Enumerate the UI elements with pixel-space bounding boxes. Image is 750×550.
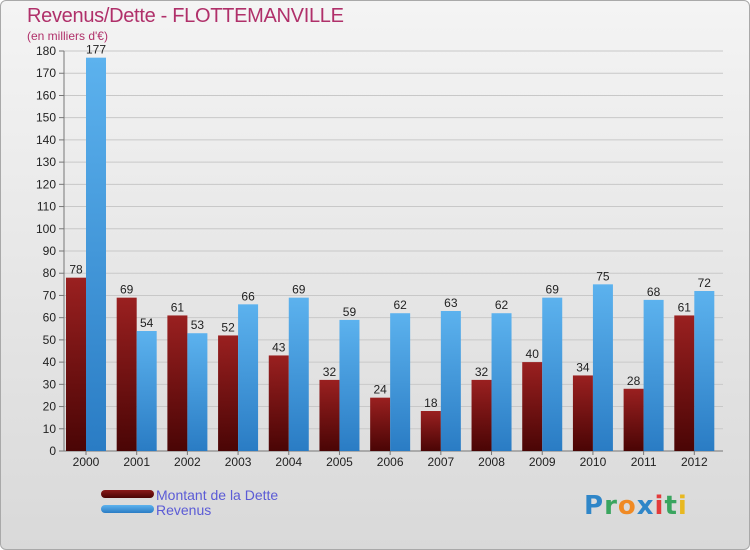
- y-tick-label: 90: [43, 244, 57, 258]
- x-tick-label: 2005: [326, 455, 353, 469]
- x-tick-label: 2006: [377, 455, 404, 469]
- bar-dette: [370, 397, 391, 451]
- data-label-revenus: 68: [647, 285, 661, 299]
- legend-label-revenus: Revenus: [156, 502, 212, 518]
- bar-dette: [522, 362, 543, 451]
- x-tick-label: 2011: [631, 455, 657, 469]
- data-label-dette: 52: [221, 320, 235, 334]
- y-tick-label: 20: [43, 400, 57, 414]
- y-tick-label: 110: [37, 200, 56, 214]
- bar-revenus: [390, 313, 411, 451]
- y-tick-label: 70: [43, 288, 57, 302]
- data-label-revenus: 59: [343, 305, 357, 319]
- data-label-revenus: 75: [596, 269, 610, 283]
- chart-title: Revenus/Dette - FLOTTEMANVILLE: [27, 5, 344, 27]
- data-label-dette: 34: [576, 360, 590, 374]
- bar-dette: [674, 315, 695, 451]
- x-tick-label: 2004: [275, 455, 302, 469]
- x-tick-label: 2010: [580, 455, 607, 469]
- bar-revenus: [187, 333, 208, 451]
- x-tick-label: 2008: [478, 455, 505, 469]
- bar-dette: [66, 277, 86, 451]
- y-tick-label: 10: [43, 422, 57, 436]
- data-label-revenus: 69: [546, 283, 560, 297]
- x-tick-label: 2002: [174, 455, 201, 469]
- proxiti-logo: Proxiti: [584, 491, 688, 521]
- bar-dette: [218, 335, 239, 451]
- y-tick-label: 50: [43, 333, 57, 347]
- y-tick-label: 60: [43, 311, 57, 325]
- x-tick-label: 2007: [427, 455, 454, 469]
- chart-subtitle: (en milliers d'€): [27, 29, 108, 43]
- x-tick-label: 2012: [681, 455, 708, 469]
- bar-revenus: [86, 57, 106, 452]
- data-label-revenus: 66: [241, 289, 255, 303]
- y-tick-label: 0: [49, 444, 56, 458]
- y-tick-label: 180: [36, 44, 56, 58]
- y-tick-label: 150: [36, 111, 56, 125]
- data-label-dette: 32: [475, 365, 489, 379]
- data-label-revenus: 62: [495, 298, 509, 312]
- bar-revenus: [440, 311, 461, 451]
- legend-swatch-dette: [101, 490, 154, 498]
- bar-revenus: [136, 331, 157, 451]
- data-label-revenus: 63: [444, 296, 458, 310]
- data-label-dette: 61: [678, 300, 692, 314]
- y-tick-label: 130: [36, 155, 56, 169]
- x-tick-label: 2000: [73, 455, 100, 469]
- bar-dette: [420, 411, 441, 451]
- data-label-dette: 78: [69, 263, 83, 277]
- data-label-dette: 43: [272, 340, 286, 354]
- y-tick-label: 40: [43, 355, 57, 369]
- bar-dette: [319, 379, 340, 451]
- data-label-dette: 61: [171, 300, 185, 314]
- bar-revenus: [491, 313, 512, 451]
- bar-revenus: [542, 297, 563, 451]
- y-tick-label: 30: [43, 377, 57, 391]
- y-tick-label: 170: [36, 66, 56, 80]
- data-label-revenus: 53: [191, 318, 205, 332]
- bar-dette: [471, 379, 492, 451]
- bar-dette: [268, 355, 289, 451]
- bar-dette: [116, 297, 137, 451]
- bar-revenus: [339, 319, 360, 451]
- y-tick-label: 80: [43, 266, 57, 280]
- y-tick-label: 120: [36, 177, 56, 191]
- legend-label-dette: Montant de la Dette: [156, 487, 279, 503]
- y-tick-label: 160: [36, 88, 56, 102]
- data-label-dette: 69: [120, 283, 134, 297]
- y-tick-label: 140: [36, 133, 56, 147]
- data-label-revenus: 72: [698, 276, 712, 290]
- x-tick-label: 2003: [225, 455, 252, 469]
- data-label-dette: 18: [424, 396, 438, 410]
- data-label-dette: 40: [526, 347, 540, 361]
- data-label-dette: 28: [627, 374, 641, 388]
- legend-swatch-revenus: [101, 505, 154, 513]
- data-label-revenus: 177: [86, 43, 106, 57]
- bar-revenus: [643, 299, 664, 451]
- x-tick-label: 2009: [529, 455, 556, 469]
- x-tick-label: 2001: [123, 455, 150, 469]
- bar-revenus: [592, 284, 613, 451]
- bar-dette: [167, 315, 188, 451]
- data-label-revenus: 69: [292, 283, 306, 297]
- bar-revenus: [694, 291, 715, 451]
- data-label-revenus: 54: [140, 316, 154, 330]
- data-label-revenus: 62: [393, 298, 407, 312]
- bar-dette: [623, 388, 644, 451]
- data-label-dette: 32: [323, 365, 337, 379]
- bar-revenus: [288, 297, 309, 451]
- data-label-dette: 24: [373, 383, 387, 397]
- y-tick-label: 100: [36, 222, 56, 236]
- bar-revenus: [238, 304, 259, 451]
- bar-dette: [572, 375, 593, 451]
